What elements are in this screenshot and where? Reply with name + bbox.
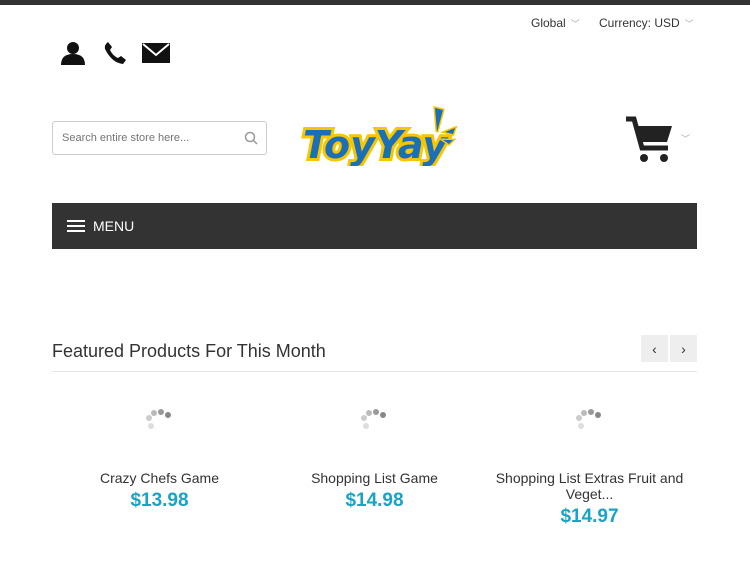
loading-spinner-icon xyxy=(482,400,697,440)
search-icon[interactable] xyxy=(244,131,258,145)
currency-label: Currency: USD xyxy=(599,16,680,30)
menu-label: MENU xyxy=(93,218,135,234)
chevron-down-icon: ﹀ xyxy=(570,19,580,29)
search-input[interactable] xyxy=(60,122,239,154)
loading-spinner-icon xyxy=(267,400,482,440)
logo[interactable]: ToyYay xyxy=(297,104,458,171)
hamburger-icon xyxy=(67,220,85,232)
cart-chevron-icon[interactable]: ﹀ xyxy=(681,134,691,144)
divider xyxy=(52,371,697,372)
product-name[interactable]: Shopping List Extras Fruit and Veget... xyxy=(495,470,684,502)
product-price: $13.98 xyxy=(130,490,189,511)
next-button[interactable]: › xyxy=(670,335,697,362)
loading-spinner-icon xyxy=(52,400,267,440)
phone-icon[interactable] xyxy=(103,41,127,65)
product-card[interactable]: Crazy Chefs Game $13.98 xyxy=(52,400,267,512)
region-label: Global xyxy=(531,16,566,30)
product-price: $14.97 xyxy=(560,506,619,527)
cart-icon[interactable] xyxy=(626,116,676,164)
product-card[interactable]: Shopping List Extras Fruit and Veget... … xyxy=(482,400,697,528)
product-name[interactable]: Shopping List Game xyxy=(311,470,438,486)
product-name[interactable]: Crazy Chefs Game xyxy=(99,470,220,486)
currency-select[interactable]: Currency: USD ﹀ xyxy=(599,16,694,30)
menu-bar[interactable]: MENU xyxy=(52,203,697,249)
svg-text:ToyYay: ToyYay xyxy=(303,123,449,166)
search-box xyxy=(52,121,267,155)
user-icon[interactable] xyxy=(61,41,85,65)
mail-icon[interactable] xyxy=(142,43,170,63)
region-select[interactable]: Global ﹀ xyxy=(531,16,580,30)
product-card[interactable]: Shopping List Game $14.98 xyxy=(267,400,482,512)
product-price: $14.98 xyxy=(345,490,404,511)
chevron-down-icon: ﹀ xyxy=(684,19,694,29)
prev-button[interactable]: ‹ xyxy=(641,335,668,362)
top-bar xyxy=(0,0,750,5)
section-title: Featured Products For This Month xyxy=(52,341,326,361)
